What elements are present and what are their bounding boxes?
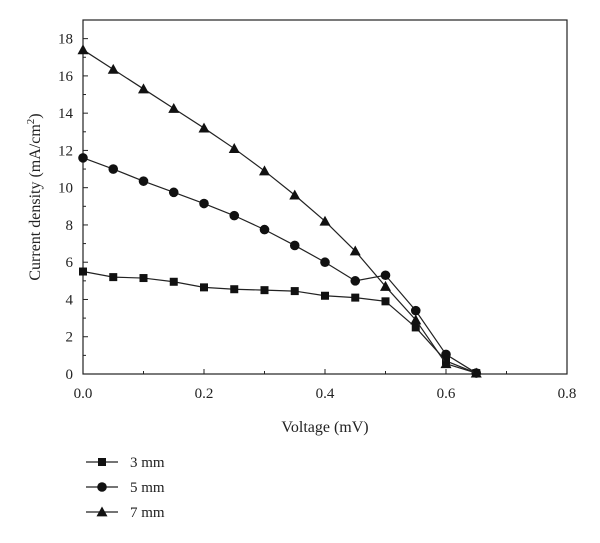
data-point-square bbox=[321, 291, 329, 300]
legend-label: 7 mm bbox=[130, 505, 165, 521]
data-point-triangle bbox=[77, 44, 89, 55]
data-point-square bbox=[381, 297, 390, 306]
y-tick-label: 0 bbox=[66, 367, 74, 383]
y-axis-title-close: ) bbox=[27, 113, 44, 118]
data-point-square bbox=[169, 277, 178, 286]
x-axis-title: Voltage (mV) bbox=[281, 419, 368, 436]
y-tick-label: 10 bbox=[58, 181, 73, 197]
data-point-triangle bbox=[470, 367, 482, 378]
x-tick-label: 0.0 bbox=[74, 386, 93, 402]
data-point-square bbox=[351, 293, 360, 302]
y-axis: 0 2 4 6 8 10 12 14 16 18 bbox=[58, 32, 88, 383]
data-point-circle bbox=[78, 153, 88, 163]
y-tick-label: 18 bbox=[58, 32, 73, 48]
series-3 bbox=[77, 44, 482, 378]
data-point-circle bbox=[350, 276, 361, 286]
legend-marker-square bbox=[98, 458, 106, 466]
data-point-square bbox=[230, 285, 239, 294]
series-line bbox=[82, 157, 477, 374]
series-layer bbox=[77, 44, 482, 378]
data-point-square bbox=[109, 273, 118, 282]
y-tick-label: 2 bbox=[66, 330, 74, 346]
data-point-circle bbox=[380, 270, 391, 281]
data-point-circle bbox=[410, 305, 421, 316]
data-point-circle bbox=[289, 240, 300, 251]
data-point-square bbox=[411, 323, 420, 332]
y-tick-label: 16 bbox=[58, 69, 74, 85]
data-point-triangle bbox=[107, 63, 119, 74]
data-point-triangle bbox=[138, 83, 149, 94]
data-point-square bbox=[260, 286, 269, 295]
series-1 bbox=[79, 267, 481, 378]
legend-marker-triangle bbox=[96, 506, 108, 517]
x-axis: 0.0 0.2 0.4 0.6 0.8 bbox=[74, 369, 577, 402]
y-tick-label: 8 bbox=[66, 218, 74, 234]
data-point-triangle bbox=[380, 280, 391, 291]
data-point-square bbox=[200, 283, 208, 292]
x-tick-label: 0.8 bbox=[558, 386, 577, 402]
data-point-circle bbox=[199, 198, 209, 209]
data-point-triangle bbox=[228, 143, 240, 153]
legend-item: 3 mm bbox=[86, 455, 165, 471]
legend-label: 5 mm bbox=[130, 480, 165, 496]
x-tick-label: 0.4 bbox=[316, 386, 335, 402]
data-point-triangle bbox=[319, 215, 331, 226]
y-tick-label: 4 bbox=[66, 292, 74, 308]
y-tick-label: 12 bbox=[58, 143, 73, 159]
series-line bbox=[82, 270, 477, 374]
legend-item: 5 mm bbox=[86, 480, 165, 496]
data-point-triangle bbox=[410, 314, 422, 325]
legend-item: 7 mm bbox=[86, 505, 165, 521]
data-point-circle bbox=[441, 349, 451, 360]
x-tick-label: 0.6 bbox=[437, 386, 456, 402]
data-point-square bbox=[139, 274, 148, 283]
y-tick-label: 6 bbox=[66, 255, 74, 271]
data-point-triangle bbox=[198, 122, 210, 133]
legend-label: 3 mm bbox=[130, 455, 165, 471]
y-axis-title-sup: 2 bbox=[25, 119, 37, 125]
x-tick-label: 0.2 bbox=[195, 386, 214, 402]
data-point-square bbox=[79, 267, 87, 276]
plot-frame bbox=[82, 19, 568, 375]
data-point-square bbox=[290, 287, 299, 296]
y-axis-title-main: Current density (mA/cm bbox=[27, 124, 44, 281]
data-point-triangle bbox=[259, 165, 270, 176]
data-point-circle bbox=[108, 164, 119, 174]
series-line bbox=[82, 49, 477, 374]
data-point-triangle bbox=[349, 245, 361, 256]
data-point-circle bbox=[259, 224, 270, 235]
y-tick-label: 14 bbox=[58, 106, 74, 122]
data-point-triangle bbox=[168, 103, 180, 113]
y-axis-title: Current density (mA/cm2) bbox=[25, 113, 44, 280]
data-point-circle bbox=[320, 257, 330, 268]
legend-marker-circle bbox=[97, 482, 107, 492]
data-point-circle bbox=[229, 210, 240, 221]
data-point-circle bbox=[168, 187, 179, 198]
data-point-circle bbox=[138, 176, 149, 186]
series-2 bbox=[78, 153, 482, 378]
data-point-triangle bbox=[440, 358, 452, 369]
data-point-triangle bbox=[289, 189, 301, 200]
legend: 3 mm 5 mm 7 mm bbox=[86, 455, 165, 521]
